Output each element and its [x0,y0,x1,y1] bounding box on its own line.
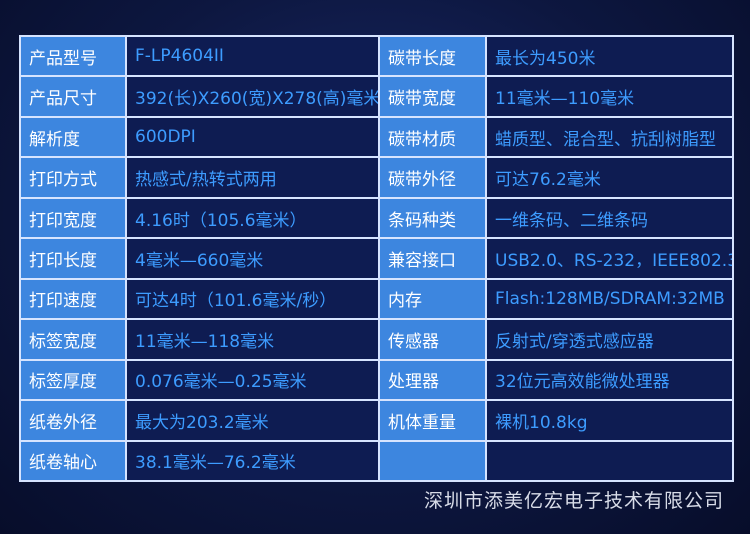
spec-row: 打印宽度 4.16时（105.6毫米） 条码种类 一维条码、二维条码 [19,196,734,240]
spec-value: 600DPI [125,115,380,159]
spec-value: 11毫米—110毫米 [485,75,734,118]
spec-value: USB2.0、RS-232，IEEE802.3 [485,237,734,280]
spec-label: 标签宽度 [19,318,127,361]
spec-value: 裸机10.8kg [485,399,734,442]
spec-value: 热感式/热转式两用 [125,156,380,199]
spec-label: 产品尺寸 [19,75,127,118]
spec-value: 最大为203.2毫米 [125,399,380,442]
spec-label: 打印方式 [19,156,127,199]
spec-value: 反射式/穿透式感应器 [485,318,734,361]
spec-value: 0.076毫米—0.25毫米 [125,358,380,402]
spec-value: 一维条码、二维条码 [485,196,734,240]
spec-value: Flash:128MB/SDRAM:32MB [485,277,734,321]
spec-label: 纸卷外径 [19,399,127,442]
spec-value: 可达4时（101.6毫米/秒） [125,277,380,321]
spec-label: 纸卷轴心 [19,439,127,483]
spec-row: 产品型号 F-LP4604II 碳带长度 最长为450米 [19,34,734,78]
spec-value: 11毫米—118毫米 [125,318,380,361]
spec-value: 可达76.2毫米 [485,156,734,199]
spec-value: 38.1毫米—76.2毫米 [125,439,380,483]
spec-row: 纸卷外径 最大为203.2毫米 机体重量 裸机10.8kg [19,399,734,442]
spec-value: 4.16时（105.6毫米） [125,196,380,240]
spec-row: 打印速度 可达4时（101.6毫米/秒） 内存 Flash:128MB/SDRAM:3… [19,277,734,321]
spec-label: 打印速度 [19,277,127,321]
empty-cell [378,439,487,483]
spec-table: 产品型号 F-LP4604II 碳带长度 最长为450米 产品尺寸 392(长)X260(… [19,34,734,483]
spec-label: 碳带长度 [378,34,487,78]
spec-label: 碳带外径 [378,156,487,199]
spec-label: 碳带宽度 [378,75,487,118]
spec-label: 打印长度 [19,237,127,280]
spec-value: F-LP4604II [125,34,380,78]
spec-row: 标签宽度 11毫米—118毫米 传感器 反射式/穿透式感应器 [19,318,734,361]
spec-row: 打印方式 热感式/热转式两用 碳带外径 可达76.2毫米 [19,156,734,199]
spec-label: 碳带材质 [378,115,487,159]
spec-value: 32位元高效能微处理器 [485,358,734,402]
spec-value: 392(长)X260(宽)X278(高)毫米 [125,75,380,118]
spec-row: 标签厚度 0.076毫米—0.25毫米 处理器 32位元高效能微处理器 [19,358,734,402]
spec-label: 打印宽度 [19,196,127,240]
spec-value: 4毫米—660毫米 [125,237,380,280]
spec-row: 打印长度 4毫米—660毫米 兼容接口 USB2.0、RS-232，IEEE802.3 [19,237,734,280]
spec-label: 解析度 [19,115,127,159]
spec-label: 传感器 [378,318,487,361]
spec-value: 蜡质型、混合型、抗刮树脂型 [485,115,734,159]
company-name: 深圳市添美亿宏电子技术有限公司 [423,490,724,512]
spec-value: 最长为450米 [485,34,734,78]
spec-label: 产品型号 [19,34,127,78]
empty-cell [485,439,734,483]
spec-row: 产品尺寸 392(长)X260(宽)X278(高)毫米 碳带宽度 11毫米—110毫米 [19,75,734,118]
spec-label: 条码种类 [378,196,487,240]
spec-label: 机体重量 [378,399,487,442]
spec-row: 解析度 600DPI 碳带材质 蜡质型、混合型、抗刮树脂型 [19,115,734,159]
spec-row: 纸卷轴心 38.1毫米—76.2毫米 [19,439,734,483]
spec-label: 标签厚度 [19,358,127,402]
spec-label: 兼容接口 [378,237,487,280]
spec-label: 内存 [378,277,487,321]
spec-label: 处理器 [378,358,487,402]
